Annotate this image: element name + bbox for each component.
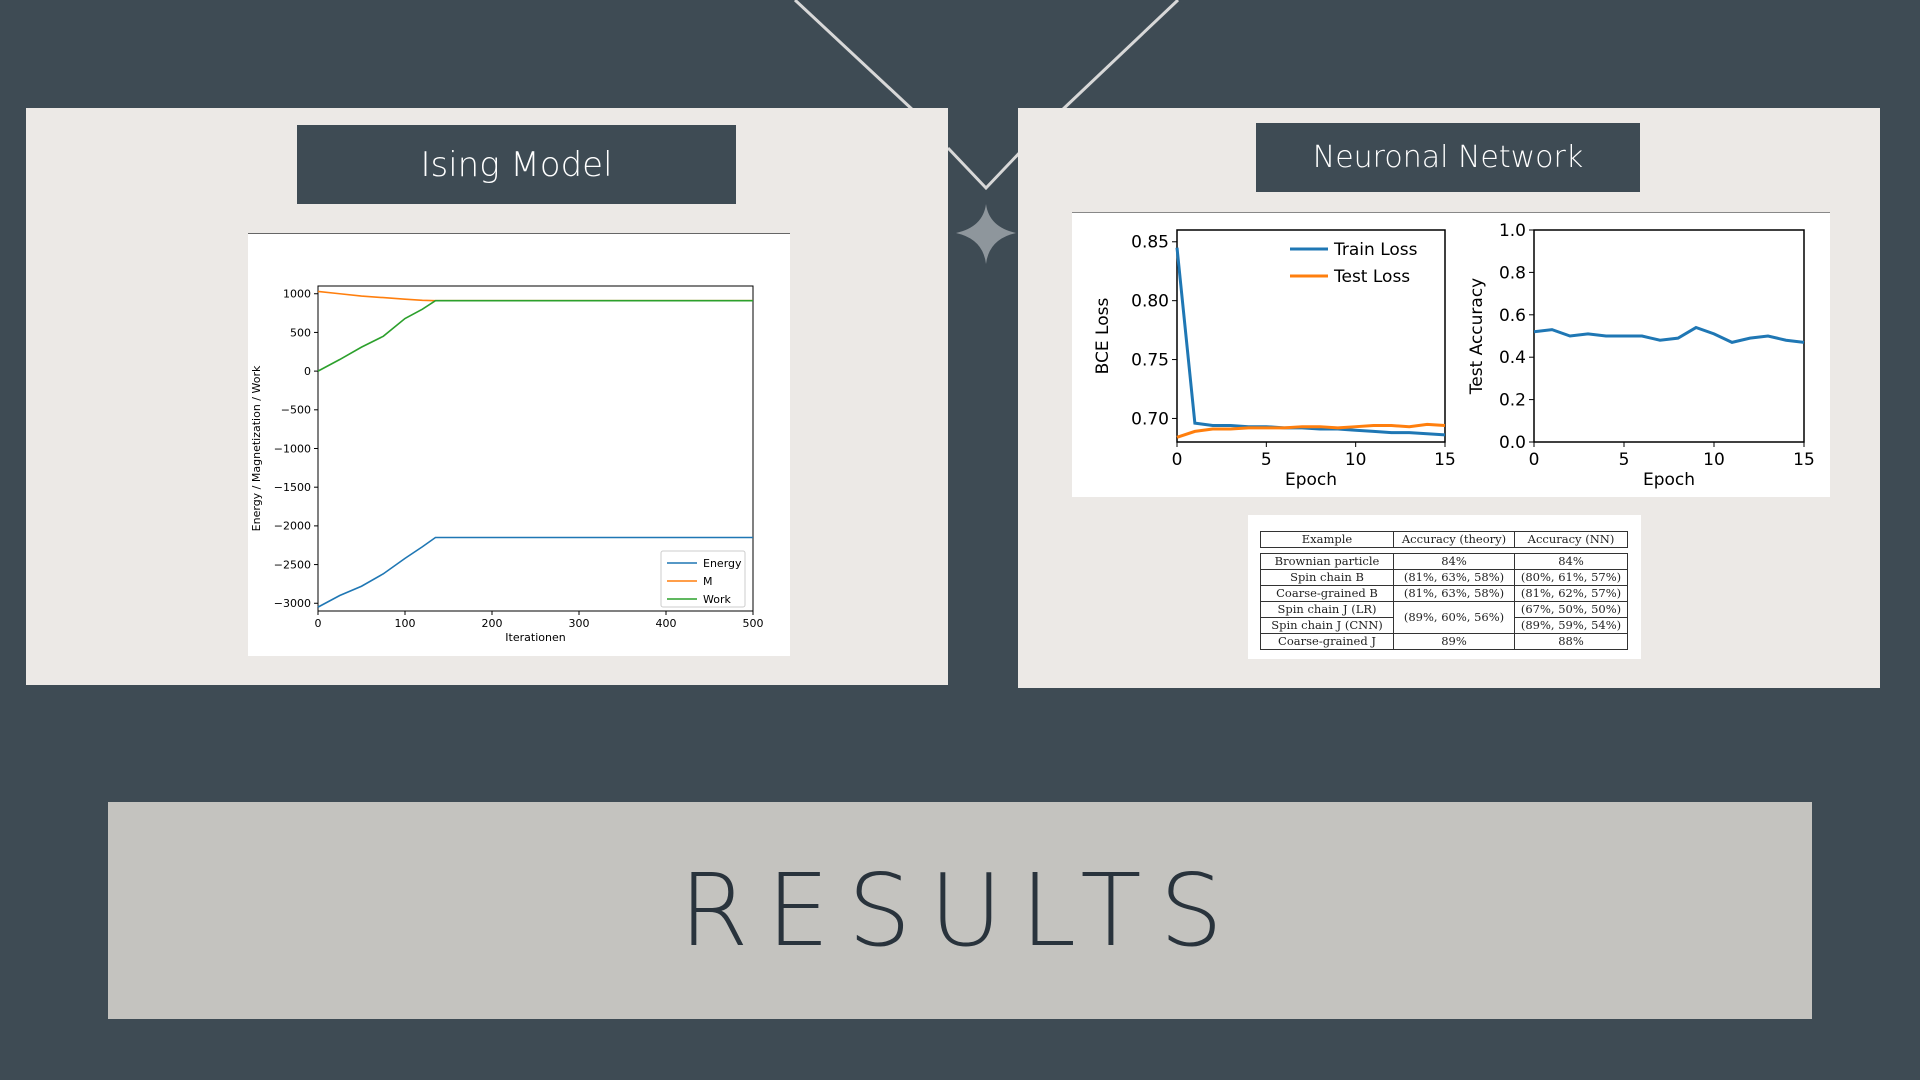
series-line-train-loss — [1175, 247, 1446, 437]
x-tick-label: 300 — [569, 617, 590, 630]
legend-frame — [660, 550, 746, 608]
y-tick-label: −500 — [281, 404, 311, 417]
series-line-accuracy — [1533, 325, 1805, 344]
series-line-test-loss — [1176, 422, 1446, 439]
y-tick-label: 0.6 — [1499, 306, 1526, 326]
table-row: Spin chain J (LR) (89%, 60%, 56%) (67%, … — [1260, 601, 1628, 634]
y-tick-label: 0 — [304, 365, 311, 378]
y-tick-label: 0.75 — [1131, 351, 1169, 371]
ising-panel: Ising Model 0 100 200 300 400 500 1000 500 0 −500… — [26, 108, 948, 685]
table-cell: 84% — [1393, 553, 1515, 570]
legend-label: Work — [703, 593, 731, 606]
x-axis-label: Iterationen — [505, 631, 565, 644]
accuracy-table: Example Accuracy (theory) Accuracy (NN) … — [1260, 531, 1628, 650]
legend-label: Test Loss — [1333, 267, 1410, 287]
table-cell: Spin chain B — [1260, 569, 1394, 586]
table-cell: Brownian particle — [1260, 553, 1394, 570]
plot-frame — [1533, 229, 1805, 443]
y-tick-label: 500 — [290, 326, 311, 339]
table-cell: (80%, 61%, 57%) — [1514, 569, 1628, 586]
table-cell: (89%, 59%, 54%) — [1514, 617, 1628, 634]
x-tick-label: 10 — [1345, 450, 1367, 470]
nn-heading-text: Neuronal Network — [1312, 140, 1584, 175]
x-tick-label: 200 — [482, 617, 503, 630]
y-tick-label: −1500 — [274, 481, 311, 494]
table-header-cell: Accuracy (theory) — [1393, 531, 1515, 548]
table-cell: Coarse-grained J — [1260, 633, 1394, 650]
table-cell: 89% — [1393, 633, 1515, 650]
legend-label: Train Loss — [1333, 240, 1418, 260]
x-tick-label: 15 — [1434, 450, 1456, 470]
series-line-work — [317, 299, 753, 372]
table-cell: Spin chain J (LR) — [1260, 601, 1394, 618]
table-row: Brownian particle 84% 84% — [1260, 553, 1628, 570]
x-tick-label: 500 — [743, 617, 764, 630]
y-tick-label: −2500 — [274, 558, 311, 571]
legend-label: M — [703, 575, 713, 588]
table-row: Coarse-grained J 89% 88% — [1260, 633, 1628, 650]
table-cell: (89%, 60%, 56%) — [1393, 601, 1515, 634]
y-tick-label: −3000 — [274, 597, 311, 610]
table-header-row: Example Accuracy (theory) Accuracy (NN) — [1260, 531, 1628, 548]
y-tick-label: 0.8 — [1499, 263, 1526, 283]
table-row: Spin chain J (CNN) (89%, 59%, 54%) — [1260, 617, 1628, 634]
nn-charts: 0 5 10 15 0.85 0.80 0.75 0.70 Epoch BCE Loss Train… — [1072, 212, 1830, 497]
x-tick-label: 100 — [395, 617, 416, 630]
ising-heading: Ising Model — [297, 125, 736, 204]
y-tick-label: −2000 — [274, 520, 311, 533]
table-cell: 88% — [1514, 633, 1628, 650]
y-tick-label: 0.85 — [1131, 233, 1169, 253]
accuracy-table-image: Example Accuracy (theory) Accuracy (NN) … — [1248, 515, 1641, 659]
y-tick-label: 1.0 — [1499, 221, 1526, 241]
table-cell: (81%, 63%, 58%) — [1393, 569, 1515, 586]
sparkle-icon — [956, 204, 1016, 264]
y-axis-label: Test Accuracy — [1467, 278, 1487, 396]
x-tick-label: 0 — [1529, 450, 1540, 470]
ising-chart: 0 100 200 300 400 500 1000 500 0 −500 −1000 −1500 −2… — [248, 233, 790, 656]
results-band: RESULTS — [108, 802, 1812, 1019]
x-axis-label: Epoch — [1285, 470, 1337, 490]
table-row: Coarse-grained B (81%, 63%, 58%) (81%, 6… — [1260, 585, 1628, 602]
nn-heading: Neuronal Network — [1256, 123, 1640, 192]
slide-title: RESULTS — [679, 852, 1241, 969]
table-cell: 84% — [1514, 553, 1628, 570]
x-tick-label: 5 — [1619, 450, 1630, 470]
nn-panel: Neuronal Network 0 5 10 15 0.85 0.80 0.75 0.70 E… — [1018, 108, 1880, 688]
table-row: Spin chain B (81%, 63%, 58%) (80%, 61%, … — [1260, 569, 1628, 586]
x-tick-label: 0 — [1172, 450, 1183, 470]
x-tick-label: 10 — [1703, 450, 1725, 470]
table-header-cell: Example — [1260, 531, 1394, 548]
y-tick-label: −1000 — [274, 442, 311, 455]
table-header-cell: Accuracy (NN) — [1514, 531, 1628, 548]
y-tick-label: 0.4 — [1499, 348, 1526, 368]
y-axis-label: BCE Loss — [1093, 298, 1113, 375]
table-cell: (81%, 63%, 58%) — [1393, 585, 1515, 602]
y-tick-label: 0.2 — [1499, 391, 1526, 411]
series-line-energy — [317, 536, 753, 608]
ising-heading-text: Ising Model — [420, 144, 613, 185]
x-tick-label: 15 — [1793, 450, 1815, 470]
table-cell: (81%, 62%, 57%) — [1514, 585, 1628, 602]
y-axis-label: Energy / Magnetization / Work — [250, 365, 263, 531]
plot-frame — [1176, 229, 1446, 443]
x-tick-label: 5 — [1261, 450, 1272, 470]
y-tick-label: 0.0 — [1499, 433, 1526, 453]
y-tick-label: 0.70 — [1131, 409, 1169, 429]
table-cell: (67%, 50%, 50%) — [1514, 601, 1628, 618]
y-tick-label: 1000 — [283, 288, 311, 301]
legend-label: Energy — [703, 557, 742, 570]
x-axis-label: Epoch — [1643, 470, 1695, 490]
table-cell: Coarse-grained B — [1260, 585, 1394, 602]
x-tick-label: 0 — [315, 617, 322, 630]
series-line-m — [317, 290, 753, 302]
table-cell: Spin chain J (CNN) — [1260, 617, 1394, 634]
x-tick-label: 400 — [656, 617, 677, 630]
y-tick-label: 0.80 — [1131, 292, 1169, 312]
